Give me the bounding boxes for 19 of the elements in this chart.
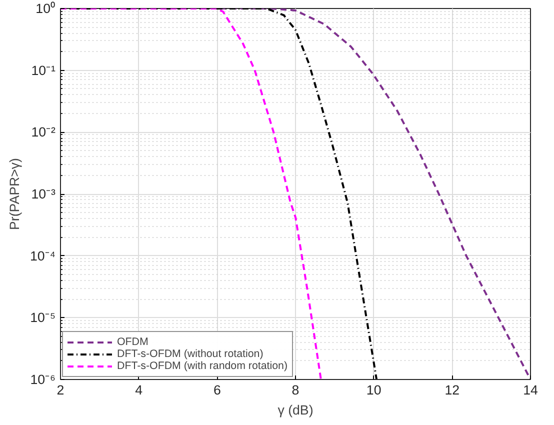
x-tick-label: 14 xyxy=(523,382,538,398)
y-tick-label: 10⁻⁶ xyxy=(30,372,56,387)
y-tick-label: 10⁻⁴ xyxy=(30,248,56,264)
legend-label: DFT-s-OFDM (with random rotation) xyxy=(117,360,288,372)
legend-label: DFT-s-OFDM (without rotation) xyxy=(117,348,264,360)
y-tick-label: 10⁰ xyxy=(36,1,56,16)
legend-label: OFDM xyxy=(117,336,148,348)
y-tick-label: 10⁻³ xyxy=(31,186,56,202)
y-axis-title: Pr(PAPR>γ) xyxy=(6,158,22,230)
x-tick-label: 10 xyxy=(366,382,382,398)
x-tick-label: 6 xyxy=(213,382,221,398)
x-axis-title: γ (dB) xyxy=(278,402,314,418)
x-tick-label: 2 xyxy=(56,382,64,398)
x-tick-label: 4 xyxy=(135,382,144,398)
x-tick-label: 8 xyxy=(292,382,300,398)
y-tick-label: 10⁻¹ xyxy=(31,62,56,78)
y-tick-label: 10⁻² xyxy=(31,124,56,140)
x-tick-label: 12 xyxy=(444,382,460,398)
y-tick-label: 10⁻⁵ xyxy=(30,310,56,326)
